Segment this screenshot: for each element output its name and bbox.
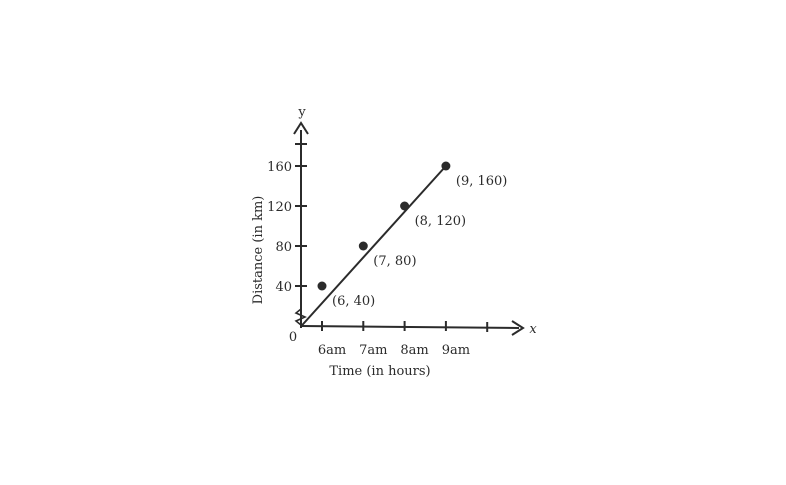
y-axis-arrowhead: [293, 121, 309, 135]
y-axis-break-symbol: [294, 308, 307, 326]
data-point-3: [400, 201, 410, 211]
y-axis-title: Distance (in km): [251, 196, 266, 305]
y-tick-label: 120: [267, 200, 292, 215]
y-tick-label: 160: [267, 160, 292, 175]
data-point-4: [441, 161, 451, 171]
x-tick-label: 7am: [359, 343, 387, 358]
x-axis-title: Time (in hours): [329, 364, 430, 379]
x-tick-label: 6am: [318, 343, 346, 358]
axis-ticks: 6am 7am 8am 9am 40 80 120 160: [267, 143, 489, 358]
data-point-2: [358, 241, 368, 251]
y-axis-letter: y: [297, 105, 306, 120]
x-axis-arrowhead: [511, 320, 525, 336]
data-point-label: (9, 160): [456, 174, 508, 189]
x-axis: [300, 325, 520, 329]
series-line: [300, 165, 447, 327]
data-point-1: [317, 281, 327, 291]
data-point-label: (6, 40): [332, 294, 375, 309]
y-tick-label: 80: [275, 240, 292, 255]
x-tick-label: 9am: [442, 343, 470, 358]
x-axis-letter: x: [529, 322, 537, 337]
data-point-label: (7, 80): [373, 254, 416, 269]
data-point-label: (8, 120): [415, 214, 467, 229]
data-series: (6, 40) (7, 80) (8, 120) (9, 160): [300, 161, 508, 327]
x-tick-label: 8am: [400, 343, 428, 358]
origin-label: 0: [289, 330, 297, 345]
y-tick-label: 40: [275, 280, 292, 295]
